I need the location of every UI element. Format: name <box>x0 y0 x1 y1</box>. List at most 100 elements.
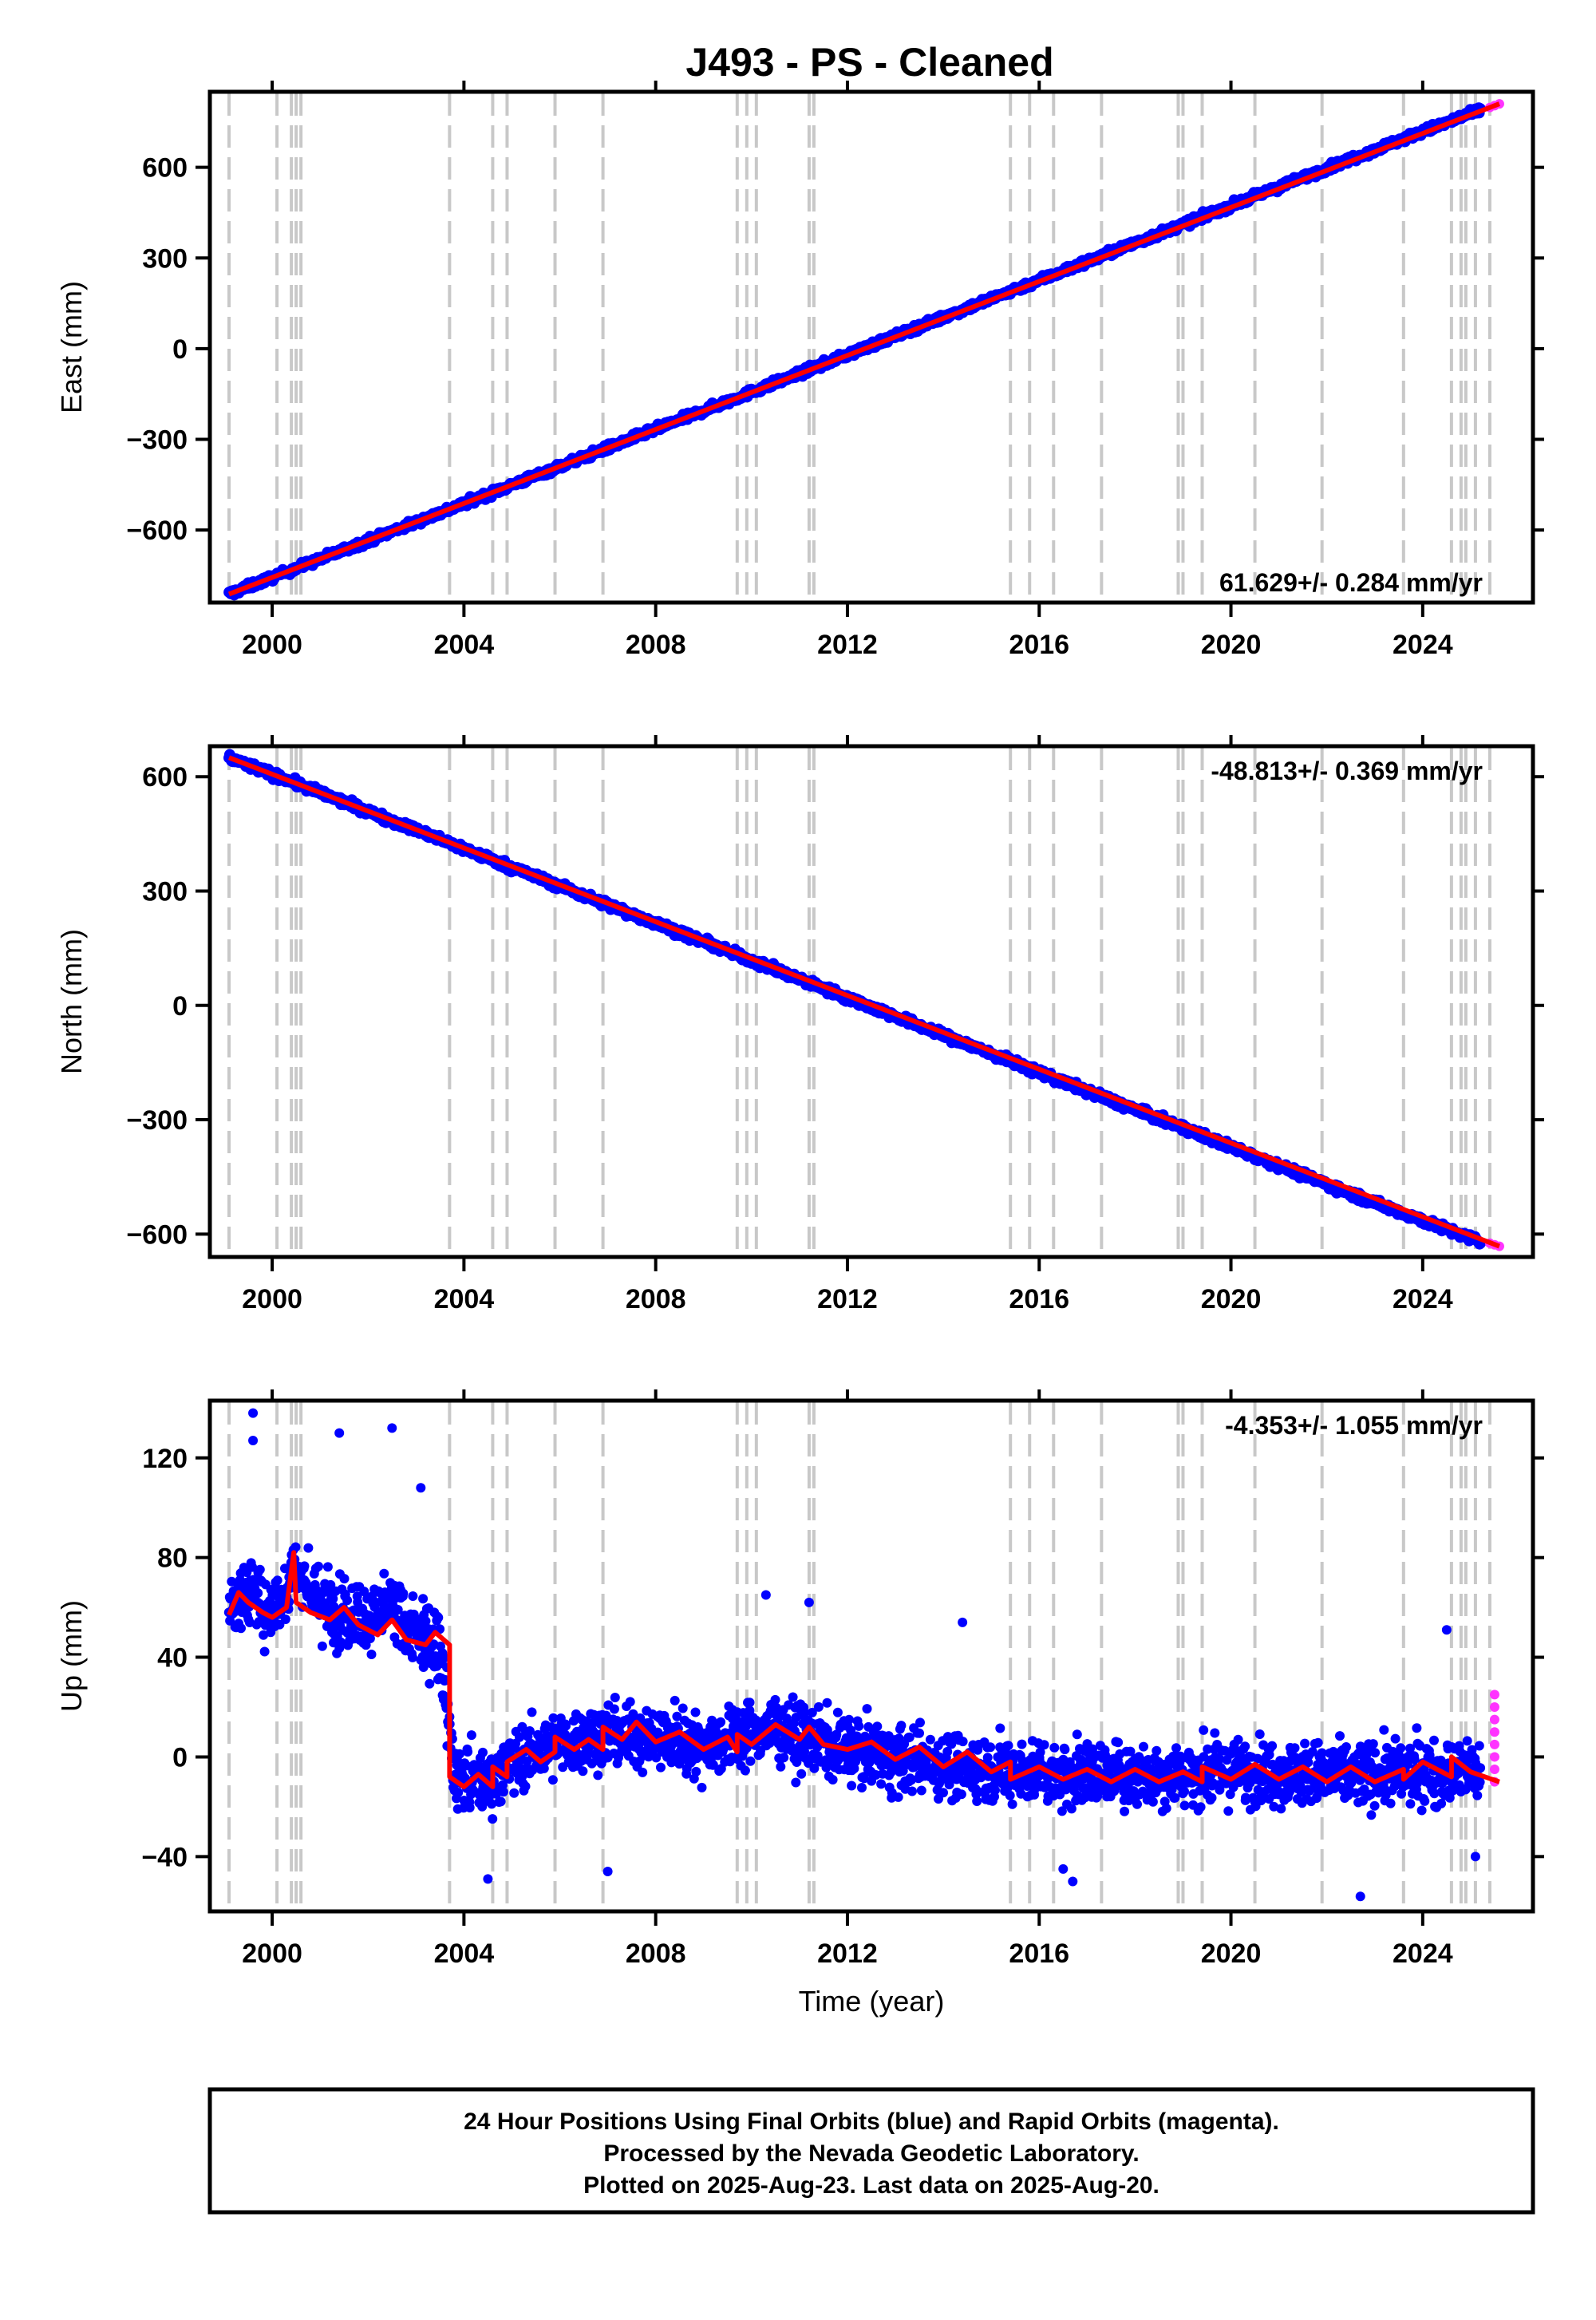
data-point <box>610 1705 619 1714</box>
data-point <box>1005 1791 1015 1800</box>
x-tick-label: 2016 <box>1009 1284 1069 1314</box>
data-point <box>863 1704 872 1713</box>
data-point <box>983 1753 993 1762</box>
data-point <box>857 1783 867 1792</box>
data-point <box>986 1742 995 1752</box>
data-point <box>418 1594 428 1603</box>
x-tick-label: 2020 <box>1201 1284 1262 1314</box>
data-point <box>1067 1804 1077 1813</box>
data-point <box>255 1565 265 1575</box>
data-point <box>716 1717 725 1727</box>
y-tick-label: 0 <box>172 991 188 1022</box>
data-point <box>1004 1741 1013 1750</box>
data-point <box>300 1561 310 1571</box>
y-tick-label: −600 <box>126 516 188 546</box>
y-tick-label: −600 <box>126 1219 188 1250</box>
data-point <box>323 1562 333 1571</box>
data-point <box>697 1783 707 1792</box>
data-point <box>638 1768 647 1777</box>
data-point <box>972 1796 982 1806</box>
data-point <box>499 1787 508 1796</box>
data-point <box>745 1757 755 1766</box>
data-point <box>847 1781 856 1791</box>
data-point <box>253 1588 263 1598</box>
data-point <box>408 1591 417 1601</box>
data-point <box>273 1575 282 1585</box>
data-point <box>872 1721 882 1731</box>
data-point <box>398 1589 408 1599</box>
data-point <box>525 1726 535 1736</box>
x-tick-label: 2024 <box>1393 630 1453 660</box>
data-point <box>453 1788 463 1797</box>
data-point <box>957 1789 966 1799</box>
data-point <box>578 1766 587 1776</box>
data-point <box>915 1717 925 1727</box>
data-point <box>833 1708 843 1717</box>
data-point <box>527 1707 537 1717</box>
data-point <box>1073 1729 1082 1739</box>
x-tick-label: 2012 <box>817 1284 878 1314</box>
data-point <box>1008 1800 1017 1809</box>
x-tick-label: 2004 <box>434 1284 495 1314</box>
data-point <box>467 1730 476 1740</box>
data-point <box>894 1792 903 1802</box>
x-tick-label: 2008 <box>626 1284 686 1314</box>
y-tick-label: −300 <box>126 425 188 456</box>
data-point <box>593 1770 602 1780</box>
data-point <box>509 1788 519 1798</box>
data-point <box>828 1775 838 1784</box>
y-tick-label: 0 <box>172 334 188 365</box>
data-point <box>340 1574 350 1583</box>
data-point <box>1040 1740 1049 1749</box>
data-point <box>342 1595 352 1605</box>
data-point <box>791 1778 800 1788</box>
data-point <box>610 1693 620 1702</box>
data-point <box>814 1702 824 1712</box>
data-point <box>741 1766 750 1776</box>
data-point <box>463 1747 472 1757</box>
data-point <box>314 1562 323 1571</box>
x-tick-label: 2000 <box>242 630 302 660</box>
x-tick-label: 2016 <box>1009 630 1069 660</box>
data-point <box>823 1698 832 1708</box>
data-point <box>958 1737 968 1746</box>
data-point <box>938 1788 948 1797</box>
y-tick-label: 600 <box>142 762 188 792</box>
data-point <box>896 1721 906 1730</box>
data-point <box>876 1779 886 1788</box>
data-point <box>465 1803 475 1812</box>
data-point <box>496 1796 506 1806</box>
data-point <box>779 1753 788 1762</box>
x-tick-label: 2020 <box>1201 630 1262 660</box>
x-tick-label: 2000 <box>242 1284 302 1314</box>
y-axis-label: North (mm) <box>55 929 88 1074</box>
data-point <box>776 1762 785 1772</box>
chart-title: J493 - PS - Cleaned <box>685 40 1053 85</box>
data-point <box>281 1615 290 1624</box>
data-point <box>433 1613 443 1622</box>
data-point <box>796 1769 806 1779</box>
x-tick-label: 2024 <box>1393 1284 1453 1314</box>
y-tick-label: −300 <box>126 1105 188 1136</box>
data-point <box>548 1775 558 1784</box>
velocity-label: -48.813+/- 0.369 mm/yr <box>1211 757 1483 785</box>
x-tick-label: 2012 <box>817 630 878 660</box>
data-point <box>291 1543 301 1552</box>
y-tick-label: 600 <box>142 153 188 184</box>
data-point <box>478 1748 488 1757</box>
data-point <box>745 1698 755 1707</box>
data-point <box>1060 1745 1069 1754</box>
data-point <box>408 1653 417 1662</box>
data-point <box>670 1696 680 1705</box>
data-point <box>995 1724 1005 1733</box>
data-point <box>1049 1743 1059 1753</box>
data-point <box>691 1708 701 1717</box>
data-point <box>691 1767 701 1777</box>
data-point <box>915 1729 924 1738</box>
data-point <box>318 1642 327 1651</box>
x-tick-label: 2008 <box>626 630 686 660</box>
data-point <box>260 1647 270 1657</box>
data-point <box>1017 1740 1027 1749</box>
x-tick-label: 2004 <box>434 630 495 660</box>
